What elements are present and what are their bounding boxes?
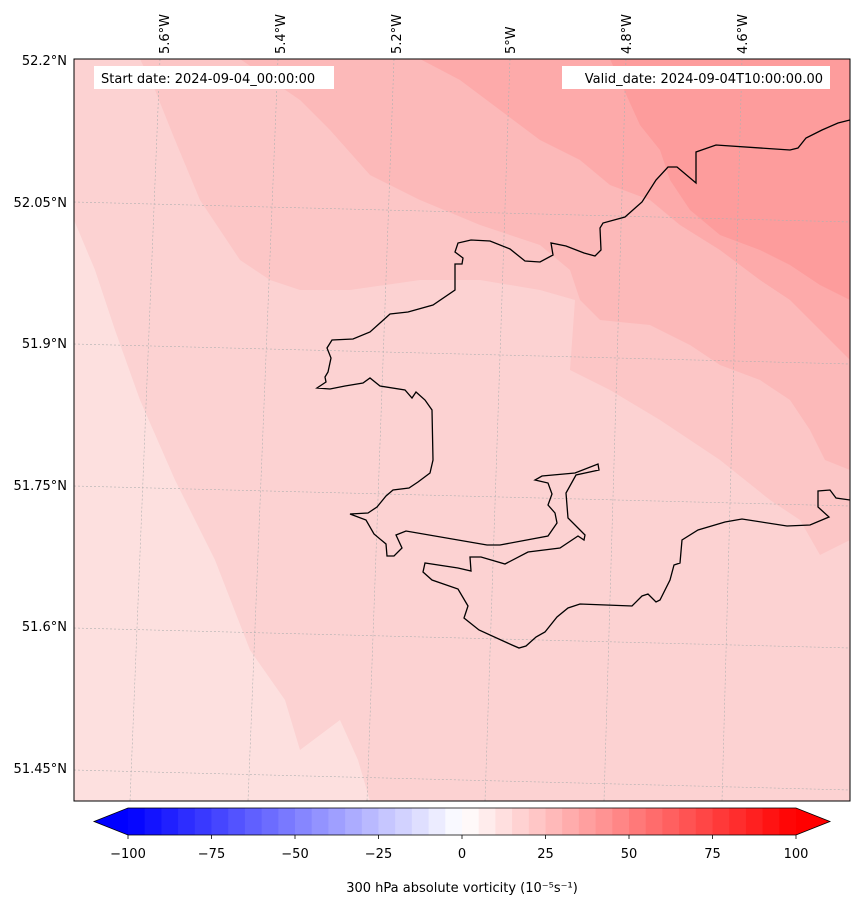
colorbar-tick-label: −75 xyxy=(198,847,225,862)
coastline xyxy=(315,119,850,649)
lon-label-4-6w: 4.6°W xyxy=(736,14,751,54)
colorbar-cell xyxy=(445,808,463,835)
colorbar-cell xyxy=(178,808,196,835)
parallel-52-05n xyxy=(74,201,850,223)
colorbar-cell xyxy=(378,808,396,835)
colorbar-cell xyxy=(278,808,296,835)
colorbar-cell xyxy=(729,808,747,835)
lat-label-52-05n: 52.05°N xyxy=(14,196,67,211)
colorbar-cells xyxy=(128,808,797,835)
colorbar-cell xyxy=(745,808,763,835)
colorbar-cell xyxy=(228,808,246,835)
colorbar-cell xyxy=(662,808,680,835)
colorbar-cell xyxy=(311,808,329,835)
colorbar-cell xyxy=(244,808,262,835)
colorbar-tick-label: 75 xyxy=(704,847,721,862)
colorbar-high-extension xyxy=(796,808,830,835)
graticule xyxy=(74,59,850,801)
start-date-box xyxy=(94,66,334,89)
colorbar-cell xyxy=(645,808,663,835)
colorbar-cell xyxy=(478,808,496,835)
colorbar-cell xyxy=(211,808,229,835)
colorbar-cell xyxy=(762,808,780,835)
colorbar-cell xyxy=(578,808,596,835)
colorbar-cell xyxy=(194,808,212,835)
colorbar-ticks: −100 −75 −50 −25 0 25 50 75 100 xyxy=(110,835,808,862)
colorbar-cell xyxy=(512,808,530,835)
colorbar-tick-label: 50 xyxy=(621,847,638,862)
colorbar-cell xyxy=(411,808,429,835)
vorticity-fill-band-6 xyxy=(610,59,850,300)
latitude-labels: 52.2°N 52.05°N 51.9°N 51.75°N 51.6°N 51.… xyxy=(14,54,67,777)
lat-label-51-75n: 51.75°N xyxy=(14,479,67,494)
parallel-51-45n xyxy=(74,769,850,791)
colorbar-cell xyxy=(395,808,413,835)
colorbar-cell xyxy=(345,808,363,835)
lat-label-51-6n: 51.6°N xyxy=(22,620,67,635)
colorbar-cell xyxy=(562,808,580,835)
colorbar-tick-label: 0 xyxy=(458,847,466,862)
colorbar-cell xyxy=(495,808,513,835)
colorbar-low-extension xyxy=(94,808,128,835)
colorbar-cell xyxy=(545,808,563,835)
colorbar-cell xyxy=(612,808,630,835)
colorbar-cell xyxy=(595,808,613,835)
longitude-labels: 5.6°W 5.4°W 5.2°W 5°W 4.8°W 4.6°W xyxy=(158,14,751,54)
valid-date-label: Valid_date: 2024-09-04T10:00:00.00 xyxy=(585,72,823,87)
map-panel: Start date: 2024-09-04_00:00:00 Valid_da… xyxy=(74,59,850,801)
colorbar-label: 300 hPa absolute vorticity (10⁻⁵s⁻¹) xyxy=(346,881,578,896)
colorbar-cell xyxy=(779,808,797,835)
colorbar-tick-label: 100 xyxy=(784,847,809,862)
lat-label-52-2n: 52.2°N xyxy=(22,54,67,69)
lat-label-51-45n: 51.45°N xyxy=(14,762,67,777)
colorbar: −100 −75 −50 −25 0 25 50 75 100 300 hPa absolute… xyxy=(92,807,832,896)
lon-label-5-6w: 5.6°W xyxy=(158,14,173,54)
colorbar-cell xyxy=(161,808,179,835)
colorbar-cell xyxy=(261,808,279,835)
colorbar-cell xyxy=(462,808,480,835)
colorbar-tick-label: −25 xyxy=(365,847,392,862)
colorbar-cell xyxy=(528,808,546,835)
map-frame xyxy=(73,58,851,802)
colorbar-cell xyxy=(679,808,697,835)
colorbar-cell xyxy=(328,808,346,835)
colorbar-cell xyxy=(295,808,313,835)
parallel-51-6n xyxy=(74,627,850,649)
lat-label-51-9n: 51.9°N xyxy=(22,337,67,352)
parallel-51-75n xyxy=(74,485,850,507)
colorbar-cell xyxy=(695,808,713,835)
lon-label-5-4w: 5.4°W xyxy=(274,14,289,54)
lon-label-5-2w: 5.2°W xyxy=(390,14,405,54)
colorbar-cell xyxy=(144,808,162,835)
colorbar-tick-label: −100 xyxy=(110,847,146,862)
lon-label-5w: 5°W xyxy=(504,26,519,54)
parallel-51-9n xyxy=(74,343,850,365)
lon-label-4-8w: 4.8°W xyxy=(620,14,635,54)
colorbar-cell xyxy=(361,808,379,835)
colorbar-cell xyxy=(128,808,146,835)
colorbar-tick-label: −50 xyxy=(281,847,308,862)
start-date-label: Start date: 2024-09-04_00:00:00 xyxy=(101,72,315,87)
colorbar-cell xyxy=(629,808,647,835)
colorbar-cell xyxy=(428,808,446,835)
colorbar-cell xyxy=(712,808,730,835)
colorbar-tick-label: 25 xyxy=(537,847,554,862)
valid-date-box xyxy=(562,66,830,89)
